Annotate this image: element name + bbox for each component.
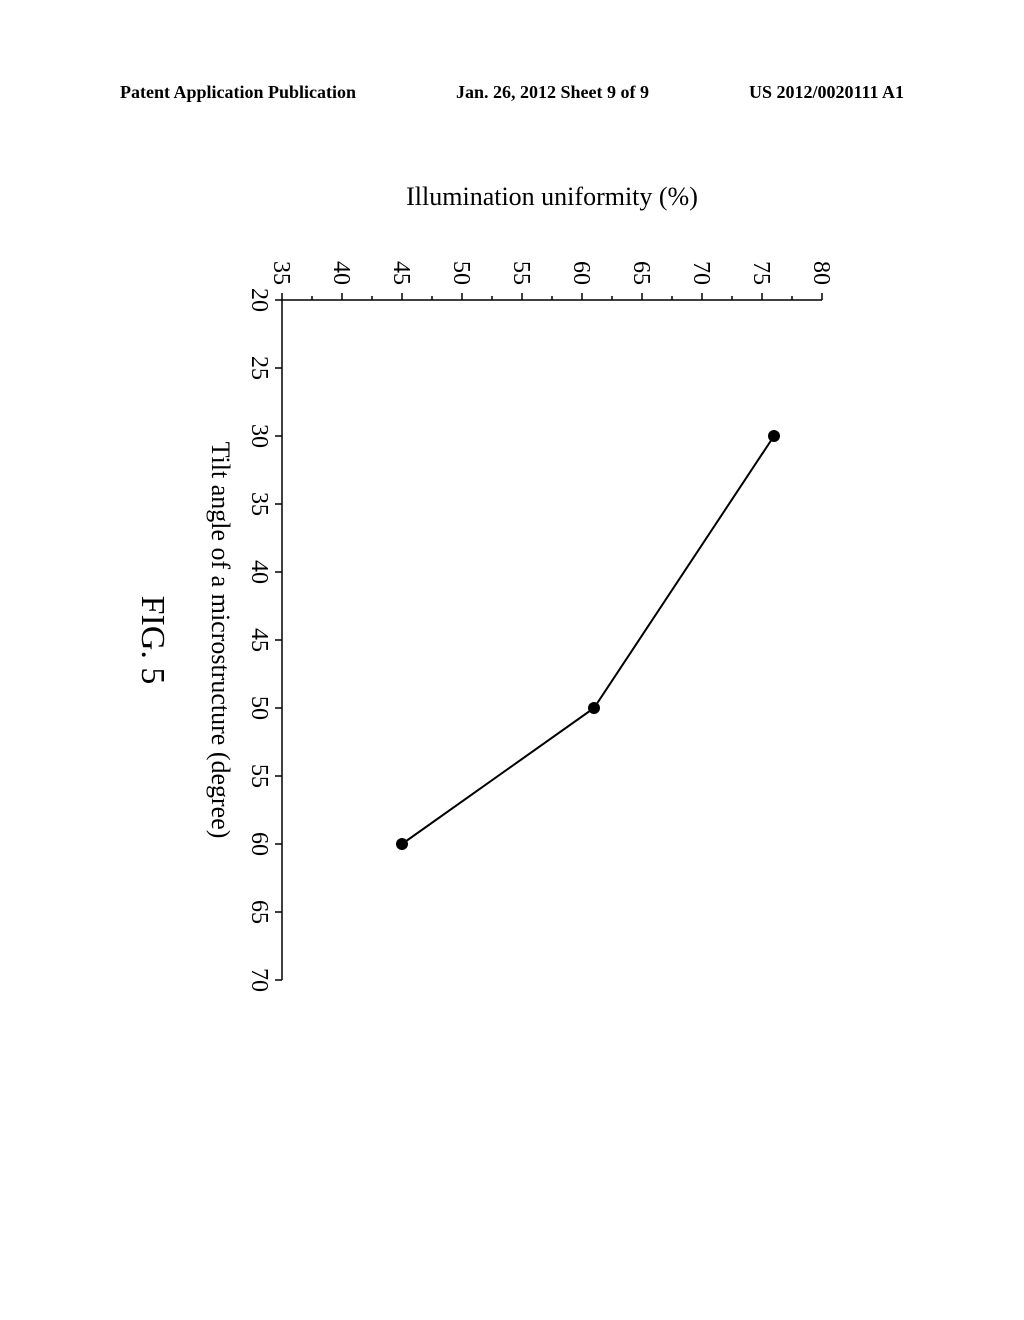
x-tick-label: 55 xyxy=(246,764,272,788)
header-center: Jan. 26, 2012 Sheet 9 of 9 xyxy=(456,82,649,103)
x-tick-label: 40 xyxy=(246,560,272,584)
header-left: Patent Application Publication xyxy=(120,82,356,103)
x-tick-label: 65 xyxy=(246,900,272,924)
y-axis-ticks: 35 40 45 50 55 60 65 xyxy=(268,261,834,300)
figure-label: FIG. 5 xyxy=(134,596,171,685)
x-tick-label: 50 xyxy=(246,696,272,720)
x-tick-label: 35 xyxy=(246,492,272,516)
x-tick-label: 60 xyxy=(246,832,272,856)
page-header: Patent Application Publication Jan. 26, … xyxy=(0,82,1024,103)
x-tick-label: 70 xyxy=(246,968,272,992)
x-axis-title: Tilt angle of a microstructure (degree) xyxy=(206,442,235,839)
y-tick-label: 45 xyxy=(388,261,414,285)
x-tick-label: 20 xyxy=(246,288,272,312)
y-axis-title: Illumination uniformity (%) xyxy=(406,182,698,211)
rotated-chart: 35 40 45 50 55 60 65 xyxy=(62,150,962,1250)
x-axis-ticks: 20 25 30 35 40 45 50 55 60 65 xyxy=(246,288,282,992)
header-right: US 2012/0020111 A1 xyxy=(749,82,904,103)
data-point xyxy=(768,430,780,442)
data-point xyxy=(588,702,600,714)
y-tick-label: 70 xyxy=(688,261,714,285)
chart-container: 35 40 45 50 55 60 65 xyxy=(0,150,1024,1250)
y-tick-label: 75 xyxy=(748,261,774,285)
data-line xyxy=(402,436,774,844)
y-tick-label: 65 xyxy=(628,261,654,285)
y-tick-label: 40 xyxy=(328,261,354,285)
y-tick-label: 35 xyxy=(268,261,294,285)
x-tick-label: 30 xyxy=(246,424,272,448)
y-tick-label: 50 xyxy=(448,261,474,285)
x-tick-label: 25 xyxy=(246,356,272,380)
x-tick-label: 45 xyxy=(246,628,272,652)
chart-svg: 35 40 45 50 55 60 65 xyxy=(62,150,962,1250)
y-tick-label: 80 xyxy=(808,261,834,285)
y-tick-label: 55 xyxy=(508,261,534,285)
data-point xyxy=(396,838,408,850)
y-tick-label: 60 xyxy=(568,261,594,285)
